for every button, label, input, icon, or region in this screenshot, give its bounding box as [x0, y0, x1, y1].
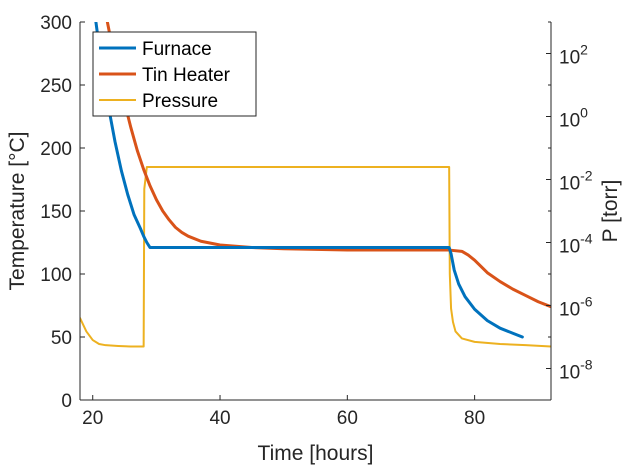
series-line-tin-heater: [105, 22, 551, 309]
y-right-tick-label: 10-8: [559, 357, 593, 384]
x-axis-label: Time [hours]: [258, 442, 374, 465]
y-left-tick-label: 300: [40, 13, 72, 34]
y-left-tick-label: 200: [40, 139, 72, 160]
legend: Furnace Tin Heater Pressure: [92, 31, 257, 117]
y-axis-label-right: P [torr]: [599, 180, 622, 243]
y-left-tick-label: 100: [40, 265, 72, 286]
y-right-tick-label: 10-2: [559, 168, 593, 195]
series-line-pressure: [80, 165, 551, 348]
y-right-tick-label: 102: [559, 42, 588, 69]
legend-entry-label: Pressure: [142, 91, 218, 112]
x-tick-label: 40: [209, 408, 230, 429]
legend-entry-label: Furnace: [142, 39, 212, 60]
series-line-furnace: [94, 22, 524, 339]
x-tick-label: 60: [337, 408, 358, 429]
y-left-tick-label: 50: [51, 328, 72, 349]
y-right-tick-label: 100: [559, 105, 588, 132]
y-left-tick-label: 150: [40, 202, 72, 223]
y-axis-label-left: Temperature [°C]: [6, 132, 29, 291]
x-tick-label: 80: [464, 408, 485, 429]
y-left-tick-label: 0: [61, 391, 72, 412]
plot-area: [80, 22, 551, 348]
y-right-tick-label: 10-4: [559, 231, 593, 258]
axes: 20 40 60 80 0 50 100 150 200 250 300 10-8 10-6 10-4 10…: [40, 13, 593, 429]
y-left-tick-label: 250: [40, 76, 72, 97]
legend-entry-label: Tin Heater: [142, 65, 231, 86]
y-right-tick-label: 10-6: [559, 294, 593, 321]
x-tick-label: 20: [82, 408, 103, 429]
